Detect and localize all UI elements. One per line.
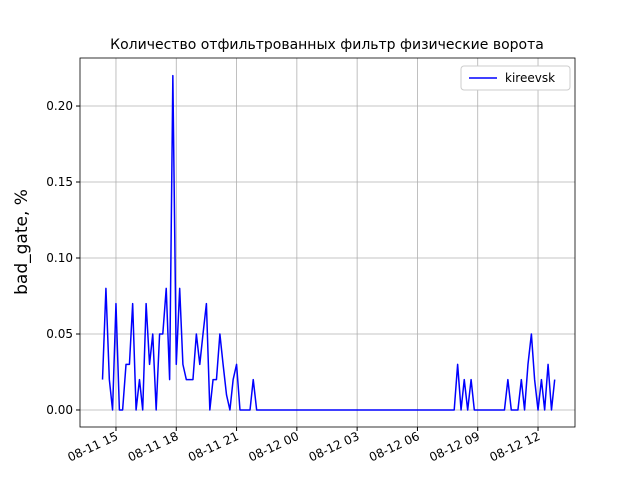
y-tick-label: 0.15 — [46, 175, 73, 189]
y-tick-label: 0.05 — [46, 327, 73, 341]
data-line — [101, 74, 556, 411]
y-tick-label: 0.20 — [46, 99, 73, 113]
legend-label: kireevsk — [505, 71, 555, 85]
plot-frame — [79, 57, 576, 428]
y-tick-label: 0.00 — [46, 403, 73, 417]
y-tick-label: 0.10 — [46, 251, 73, 265]
y-axis-label: bad_gate, % — [12, 189, 32, 295]
chart-title: Количество отфильтрованных фильтр физиче… — [110, 37, 544, 53]
legend-box — [460, 65, 571, 91]
